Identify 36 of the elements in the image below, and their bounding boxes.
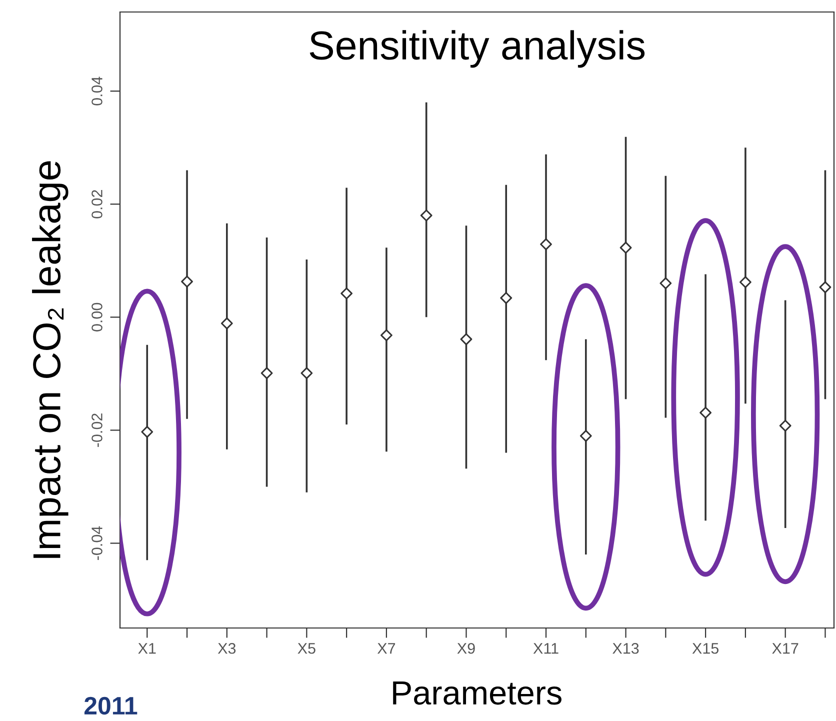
point	[420, 209, 432, 222]
point	[660, 277, 672, 290]
point	[779, 420, 792, 432]
point	[181, 276, 193, 288]
point	[700, 406, 712, 419]
y-tick-label: 0.02	[92, 190, 102, 218]
text: 2011	[84, 696, 138, 715]
x-tick-label: X3	[218, 642, 236, 654]
x-tick-label: X17	[772, 643, 798, 654]
y-axis-title: Impact on CO₂ leakage	[32, 161, 68, 558]
point	[300, 367, 313, 380]
point	[819, 281, 832, 294]
x-tick-label: X15	[692, 643, 719, 654]
y-tick-label: 0.04	[92, 76, 102, 106]
point	[739, 276, 752, 288]
x-tick-label: X9	[457, 642, 475, 654]
point	[220, 317, 233, 330]
x-tick-label: X1	[138, 643, 156, 654]
point	[460, 333, 472, 346]
point	[540, 238, 552, 250]
x-axis-title: Parameters	[393, 681, 562, 705]
point	[260, 367, 273, 380]
point	[380, 329, 392, 342]
point	[340, 287, 353, 300]
point	[500, 292, 512, 304]
x-tick-label: X7	[377, 643, 396, 654]
y-tick-label: -0.02	[92, 414, 102, 447]
y-tick-label: -0.04	[92, 526, 102, 560]
x-tick-label: X5	[298, 643, 316, 654]
chart-title: Sensitivity analysis	[310, 30, 645, 68]
point	[141, 426, 154, 438]
point	[580, 430, 592, 442]
y-tick-label: 0.00	[92, 302, 102, 332]
x-tick-label: X11	[533, 643, 558, 654]
x-tick-label: X13	[612, 642, 639, 654]
point	[620, 242, 632, 254]
